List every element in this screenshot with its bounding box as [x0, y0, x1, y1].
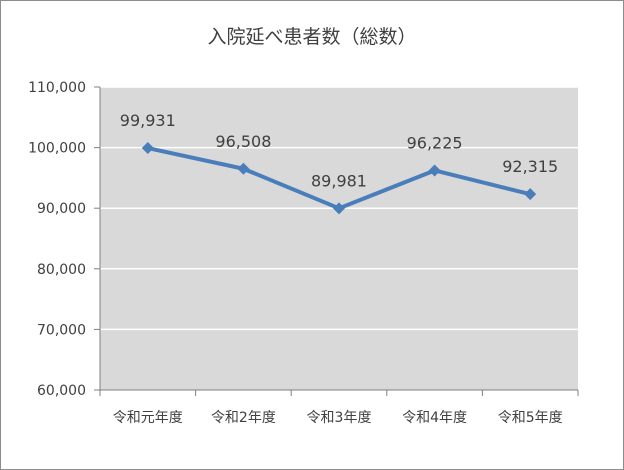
axes	[94, 86, 579, 396]
data-label: 92,315	[502, 157, 558, 176]
data-label: 89,981	[311, 171, 367, 190]
data-label: 99,931	[120, 111, 176, 130]
y-tick-label: 110,000	[28, 80, 86, 96]
series-markers	[141, 142, 537, 215]
data-label: 96,508	[215, 132, 271, 151]
data-label: 96,225	[407, 133, 463, 152]
y-tick-label: 70,000	[37, 322, 86, 338]
y-tick-label: 100,000	[28, 141, 86, 157]
x-tick-label: 令和5年度	[498, 410, 563, 426]
plot-area	[100, 87, 578, 390]
data-point-marker	[141, 142, 154, 155]
data-point-marker	[333, 202, 345, 215]
x-tick-label: 令和3年度	[307, 410, 372, 426]
data-point-marker	[524, 188, 537, 201]
data-point-marker	[237, 162, 250, 175]
data-labels: 99,931 96,508 89,981 96,225 92,315	[120, 111, 558, 190]
y-axis-tick-labels: 60,000 70,000 80,000 90,000 100,000 110,000	[28, 80, 86, 399]
x-tick-label: 令和元年度	[113, 410, 183, 426]
x-tick-label: 令和2年度	[211, 410, 276, 426]
chart-title: 入院延べ患者数（総数）	[207, 26, 417, 48]
y-tick-label: 60,000	[37, 383, 86, 399]
x-tick-label: 令和4年度	[402, 410, 467, 426]
data-point-marker	[428, 164, 441, 177]
y-tick-label: 80,000	[37, 262, 86, 278]
x-axis-tick-labels: 令和元年度 令和2年度 令和3年度 令和4年度 令和5年度	[113, 410, 563, 426]
y-tick-label: 90,000	[37, 201, 86, 217]
